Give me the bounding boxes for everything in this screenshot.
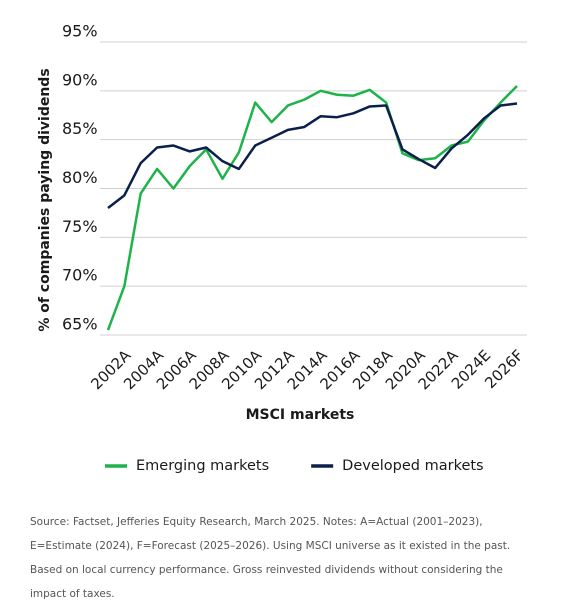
y-tick-label: 70% (62, 266, 98, 285)
series-line (106, 85, 518, 331)
y-tick-label: 95% (62, 22, 98, 41)
legend-label: Developed markets (342, 458, 483, 474)
x-axis-label: MSCI markets (246, 407, 355, 423)
legend-label: Emerging markets (136, 458, 269, 474)
y-tick-label: 90% (62, 70, 98, 89)
chart: % of companies paying dividends MSCI mar… (37, 22, 527, 475)
y-tick-label: 80% (62, 168, 98, 187)
y-axis-label: % of companies paying dividends (37, 68, 53, 331)
y-tick-label: 85% (62, 119, 98, 138)
y-tick-label: 75% (62, 217, 98, 236)
series-line (107, 102, 518, 210)
source-note: Source: Factset, Jefferies Equity Resear… (30, 516, 511, 600)
y-tick-label: 65% (62, 315, 98, 334)
